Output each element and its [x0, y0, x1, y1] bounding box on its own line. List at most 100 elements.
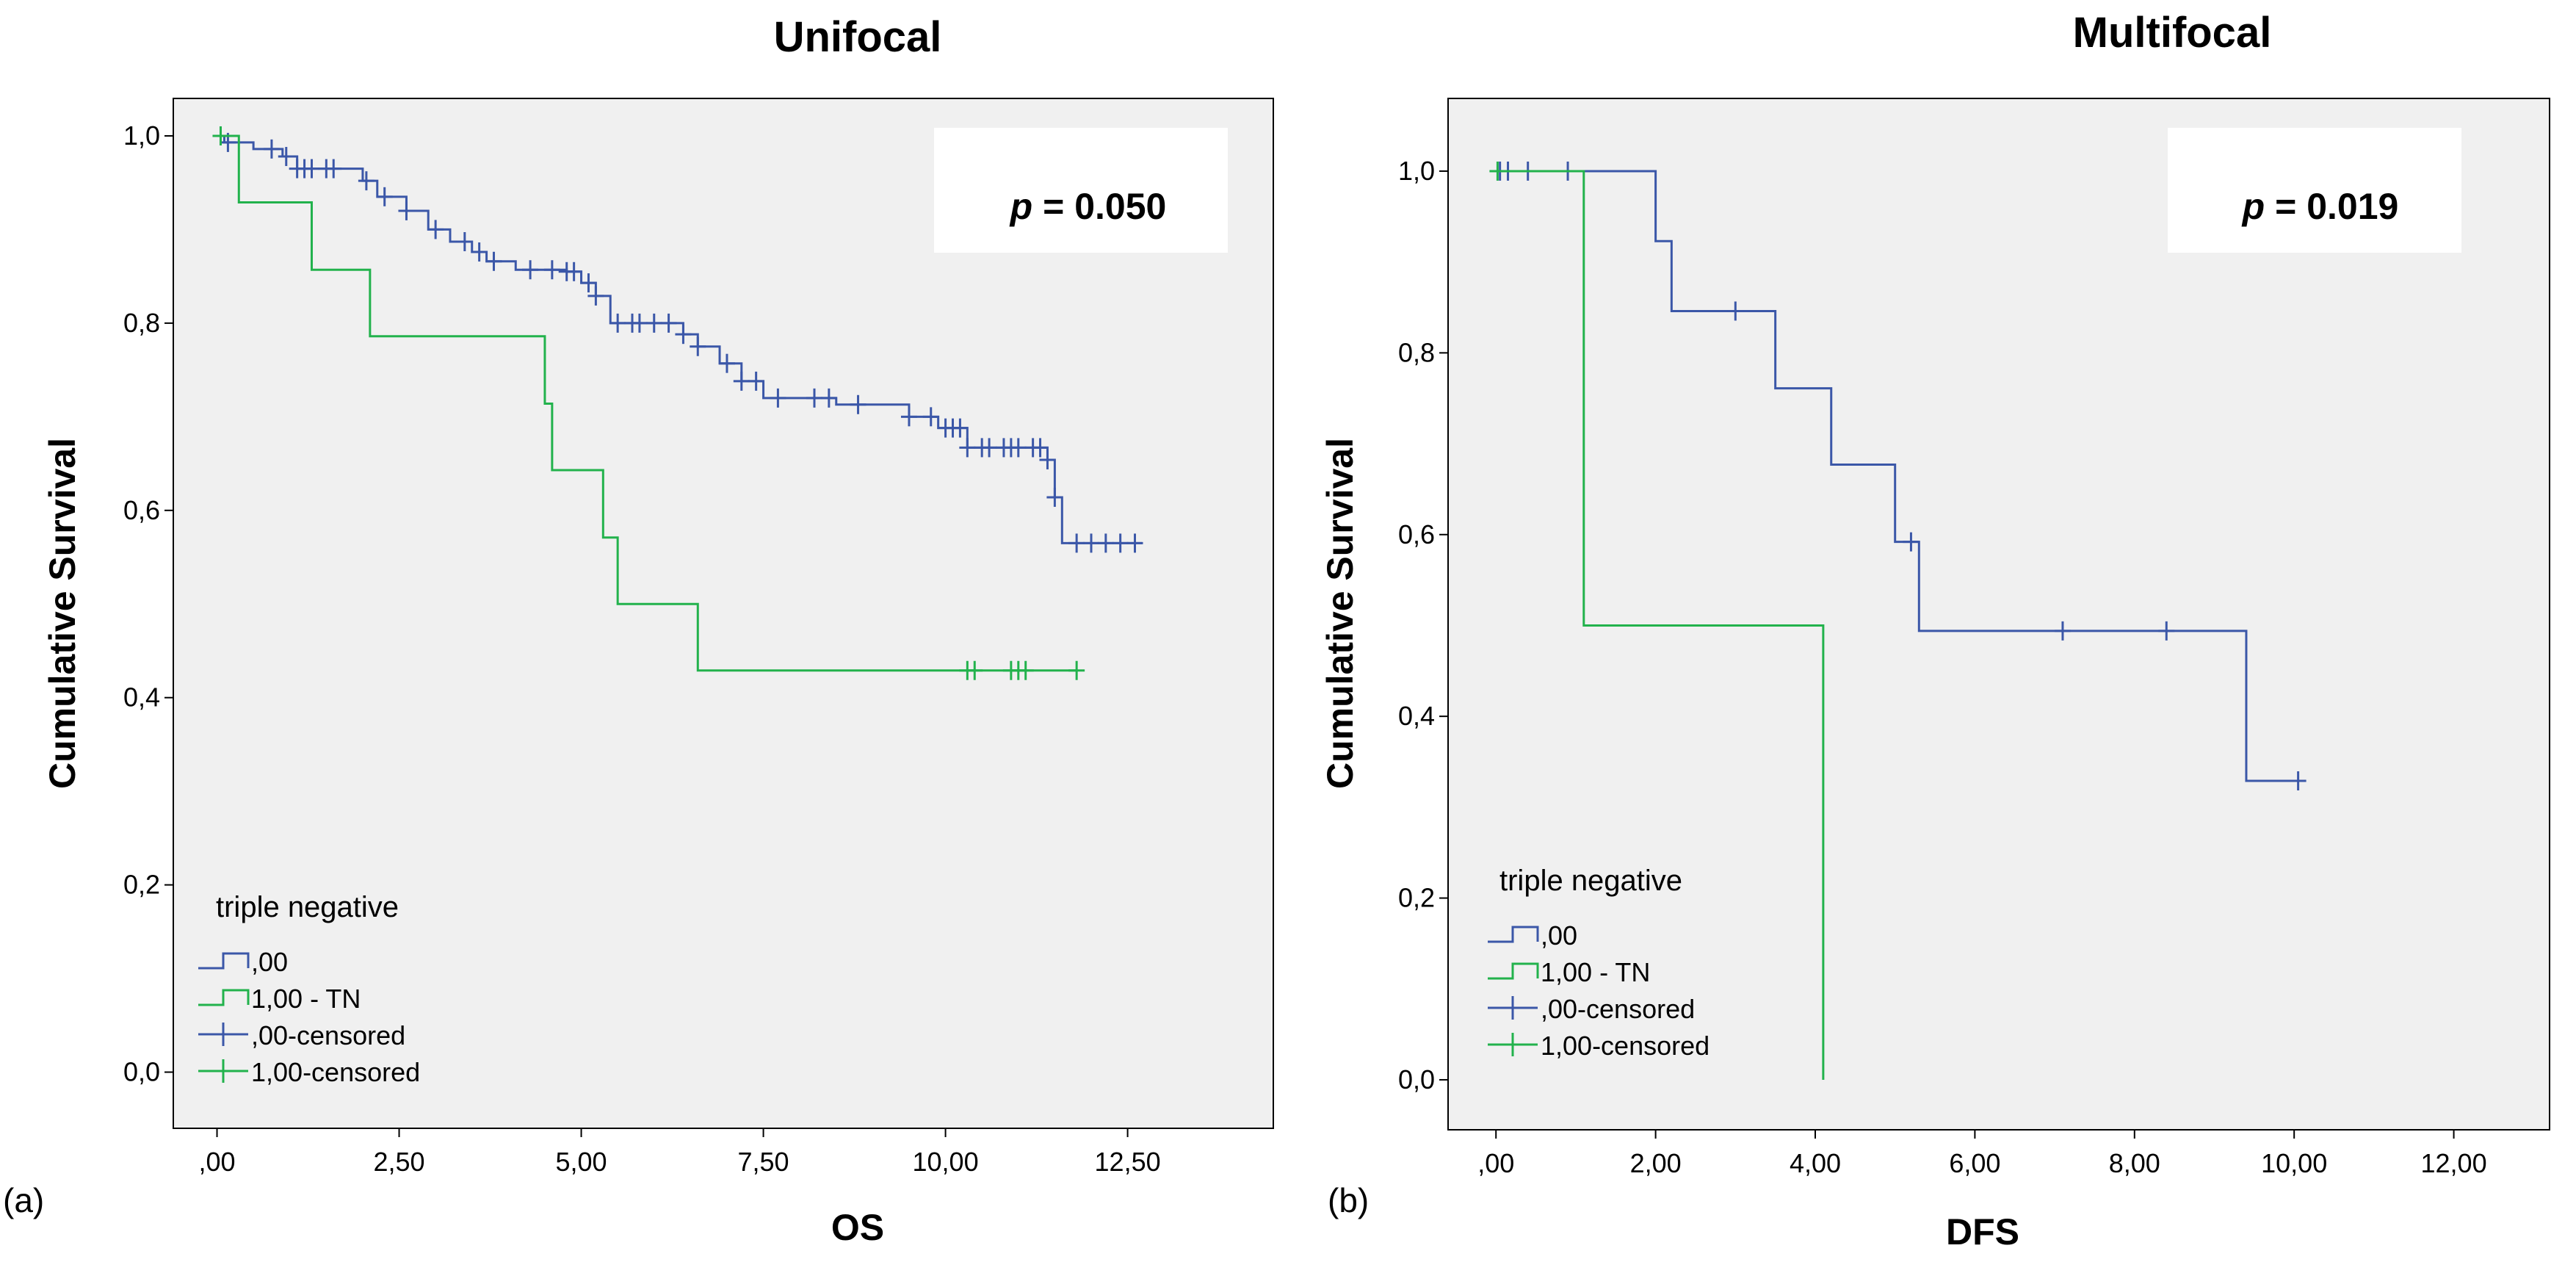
censor-mark-non-tn: [1727, 301, 1744, 321]
censor-mark-non-tn: [522, 260, 539, 280]
censor-mark-non-tn: [303, 159, 320, 179]
legend-entry: 1,00 - TN: [198, 984, 361, 1014]
censor-mark-non-tn: [718, 353, 735, 373]
legend-step-symbol: [1488, 962, 1539, 980]
legend-entry: ,00-censored: [1488, 994, 1695, 1024]
censor-mark-non-tn: [820, 388, 837, 408]
legend: triple negative ,00 1,00 - TN ,00-censored…: [198, 891, 420, 1087]
y-tick-label: 0,6: [1398, 519, 1435, 549]
x-axis: ,00 2,00 4,00 6,00 8,00 10,00 12,00: [1477, 1130, 2487, 1178]
legend-step-symbol: [198, 989, 250, 1006]
censor-mark-non-tn: [660, 313, 677, 333]
censor-mark-non-tn: [850, 394, 866, 414]
censor-mark-non-tn: [2158, 621, 2175, 641]
p-value-symbol: p: [2241, 186, 2265, 227]
censor-mark-tn: [1068, 660, 1085, 680]
legend-entries: ,00 1,00 - TN ,00-censored 1,00-censored: [198, 947, 420, 1087]
censor-mark-non-tn: [358, 171, 375, 191]
legend-label: ,00: [251, 947, 288, 977]
p-value-symbol: p: [1009, 186, 1033, 227]
censor-mark-non-tn: [471, 242, 488, 262]
legend-entry: ,00: [1488, 920, 1577, 951]
legend-entry: ,00: [198, 947, 288, 977]
censor-mark-non-tn: [1903, 532, 1920, 552]
p-value-number: = 0.050: [1032, 186, 1166, 227]
censor-mark-non-tn: [733, 371, 750, 391]
censor-mark-non-tn: [806, 388, 823, 408]
y-axis-title: Cumulative Survival: [1320, 438, 1361, 789]
legend-label: 1,00-censored: [251, 1057, 420, 1087]
x-tick-label: 2,00: [1630, 1148, 1682, 1178]
censor-mark-non-tn: [456, 232, 473, 252]
censor-mark-non-tn: [565, 262, 582, 281]
censor-mark-non-tn: [398, 201, 415, 220]
legend-label: ,00-censored: [1541, 994, 1695, 1024]
censor-mark-non-tn: [376, 187, 393, 206]
censor-mark-non-tn: [485, 251, 502, 271]
x-axis: ,00 2,50 5,00 7,50 10,00 12,50: [198, 1128, 1161, 1177]
p-value-number: = 0.019: [2265, 186, 2398, 227]
x-axis-title: OS: [831, 1207, 884, 1248]
km-line-tn: [217, 134, 1077, 672]
x-tick-label: 5,00: [556, 1147, 607, 1177]
legend-title: triple negative: [1499, 865, 1682, 897]
censor-mark-tn: [966, 660, 983, 680]
panel-unifocal: Unifocal p = 0.050 0,0 0,2 0,4 0,6 0,8 1,0 ,0…: [3, 13, 1274, 1248]
y-axis: 0,0 0,2 0,4 0,6 0,8 1,0: [123, 120, 173, 1087]
y-tick-label: 0,6: [123, 495, 160, 525]
censor-mark-non-tn: [1039, 450, 1056, 469]
y-tick-label: 0,0: [123, 1057, 160, 1087]
censor-mark-non-tn: [325, 159, 342, 179]
legend-label: 1,00 - TN: [1541, 957, 1650, 987]
y-tick-label: 0,0: [1398, 1064, 1435, 1095]
censor-mark-non-tn: [1046, 487, 1063, 507]
x-tick-label: ,00: [198, 1147, 235, 1177]
censor-mark-non-tn: [580, 273, 597, 293]
censor-mark-non-tn: [2054, 621, 2071, 641]
censor-mark-tn: [1489, 161, 1506, 181]
legend-entry: 1,00-censored: [1488, 1031, 1710, 1061]
censor-mark-non-tn: [263, 139, 280, 159]
x-tick-label: 6,00: [1949, 1148, 2000, 1178]
panel-label: (a): [3, 1181, 44, 1219]
y-tick-label: 0,8: [123, 308, 160, 338]
censor-mark-non-tn: [981, 438, 998, 458]
censor-mark-non-tn: [900, 407, 917, 427]
censor-mark-non-tn: [645, 313, 662, 333]
y-tick-label: 0,2: [123, 870, 160, 900]
y-axis-title: Cumulative Survival: [42, 438, 83, 789]
panel-multifocal: Multifocal p = 0.019 0,00,20,40,60,81,0 …: [1320, 9, 2550, 1252]
x-tick-label: 12,50: [1095, 1147, 1161, 1177]
censor-mark-non-tn: [748, 371, 764, 391]
x-tick-label: 7,50: [738, 1147, 789, 1177]
p-value-box: [2168, 128, 2461, 253]
x-tick-label: 10,00: [913, 1147, 979, 1177]
censor-mark-tn: [1017, 660, 1034, 680]
legend-label: 1,00 - TN: [251, 984, 361, 1014]
censor-mark-non-tn: [1126, 533, 1143, 553]
y-axis: 0,0 0,2 0,4 0,6 0,8 1,0: [1398, 156, 1448, 1095]
legend: triple negative ,00 1,00 - TN ,00-censored…: [1488, 865, 1710, 1061]
censor-mark-non-tn: [1082, 533, 1099, 553]
p-value-text: p = 0.050: [1009, 186, 1167, 227]
censor-mark-non-tn: [543, 260, 560, 280]
legend-entry: 1,00-censored: [198, 1057, 420, 1087]
km-line-tn: [1496, 170, 1825, 1080]
legend-entry: ,00-censored: [198, 1020, 405, 1050]
censor-mark-non-tn: [1112, 533, 1129, 553]
censor-mark-non-tn: [2290, 771, 2307, 790]
p-value-text: p = 0.019: [2241, 186, 2399, 227]
legend-entries: ,00 1,00 - TN ,00-censored 1,00-censored: [1488, 920, 1710, 1061]
chart-title: Unifocal: [774, 13, 942, 61]
y-tick-label: 0,4: [123, 682, 160, 713]
series-group: [212, 126, 1143, 680]
x-tick-label: 2,50: [373, 1147, 424, 1177]
x-tick-label: 8,00: [2109, 1148, 2160, 1178]
x-tick-label: 4,00: [1790, 1148, 1841, 1178]
y-tick-label: 1,0: [123, 120, 160, 151]
censor-mark-non-tn: [952, 418, 969, 438]
censor-mark-tn: [212, 126, 229, 145]
censor-mark-non-tn: [770, 388, 786, 408]
censor-mark-non-tn: [922, 407, 939, 427]
censor-mark-non-tn: [690, 336, 706, 356]
